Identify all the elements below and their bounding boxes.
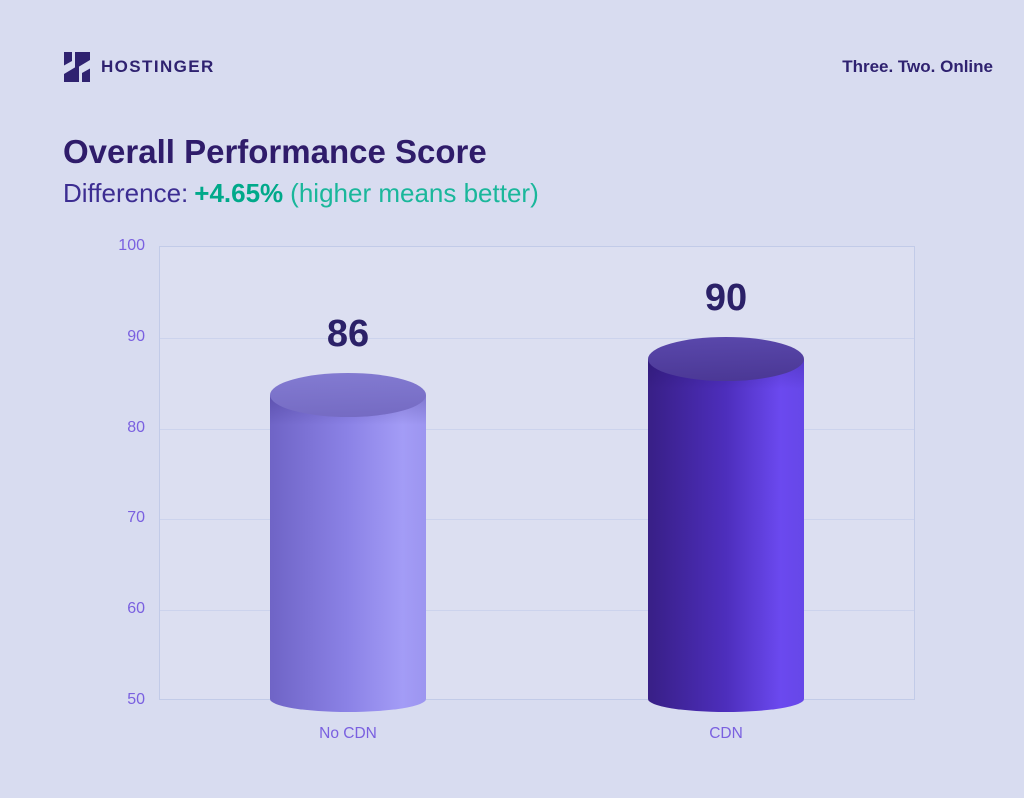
page-title: Overall Performance Score	[63, 133, 487, 170]
cylinder-body	[270, 395, 426, 712]
title-block: Overall Performance Score Difference: +4.…	[63, 133, 539, 208]
cylinder-body	[648, 358, 804, 712]
header: HOSTINGER Three. Two. Online	[63, 46, 993, 88]
gridline	[160, 428, 914, 430]
brand-name: HOSTINGER	[101, 57, 215, 76]
bar-value-label: 86	[326, 313, 370, 356]
y-axis-tick-label: 70	[127, 509, 145, 527]
cylinder-top-face	[270, 373, 426, 418]
brand: HOSTINGER	[63, 52, 215, 82]
gridline	[160, 337, 914, 339]
y-axis-tick-label: 80	[127, 418, 145, 436]
y-axis-tick-label: 90	[127, 327, 145, 345]
x-axis-category-label: No CDN	[319, 725, 377, 742]
difference-note: (higher means better)	[290, 178, 539, 208]
brand-tagline: Three. Two. Online	[842, 57, 993, 76]
cylinder-top-face	[648, 336, 804, 381]
difference-label: Difference:	[63, 178, 189, 208]
cylinder-bar-cdn	[648, 336, 804, 712]
difference-value: +4.65%	[194, 178, 284, 208]
x-axis-category-label: CDN	[709, 725, 743, 742]
y-axis-tick-label: 60	[127, 600, 145, 618]
hostinger-logo-icon	[64, 52, 90, 82]
chart-subtitle: Difference: +4.65% (higher means better)	[63, 178, 539, 208]
gridline	[160, 519, 914, 521]
cylinder-bar-no-cdn	[270, 373, 426, 712]
y-axis-tick-label: 50	[127, 691, 145, 708]
y-axis-tick-label: 100	[118, 237, 145, 254]
bar-value-label: 90	[704, 276, 748, 319]
gridline	[160, 610, 914, 612]
